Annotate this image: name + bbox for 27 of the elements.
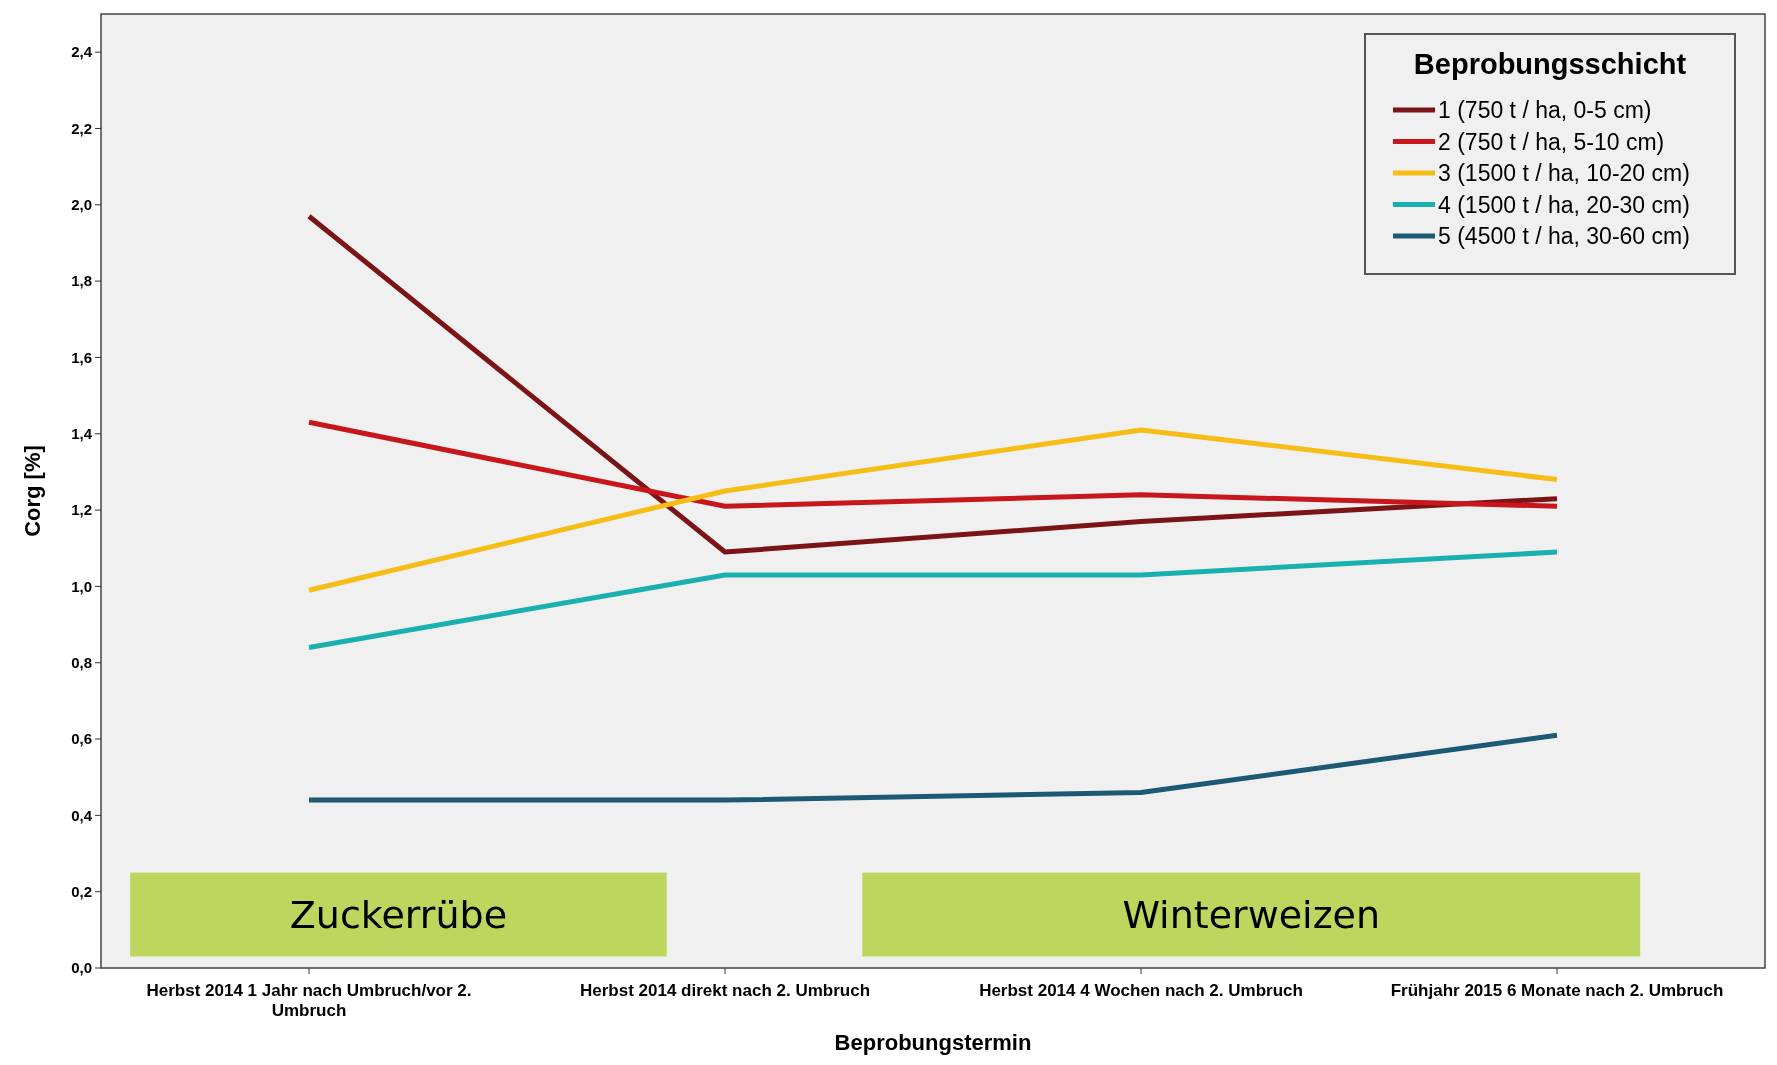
legend-title: Beprobungsschicht (1413, 48, 1687, 80)
y-tick-label: 0,0 (71, 959, 92, 977)
y-tick-label: 0,6 (71, 730, 92, 748)
legend-label: 5 (4500 t / ha, 30-60 cm) (1438, 223, 1690, 250)
x-tick-label: Frühjahr 2015 6 Monate nach 2. Umbruch (1390, 981, 1724, 1000)
annotation: Winterweizen (1122, 892, 1381, 937)
y-tick-label: 2,2 (71, 119, 92, 137)
legend-label: 4 (1500 t / ha, 20-30 cm) (1438, 191, 1690, 218)
x-axis-title: Beprobungstermin (834, 1030, 1032, 1055)
legend-label: 1 (750 t / ha, 0-5 cm) (1438, 97, 1652, 124)
legend-label: 2 (750 t / ha, 5-10 cm) (1438, 128, 1665, 155)
y-tick-label: 2,4 (71, 43, 93, 61)
x-tick-label: Herbst 2014 direkt nach 2. Umbruch (579, 981, 871, 1000)
y-tick-label: 1,0 (71, 577, 92, 595)
y-tick-label: 0,2 (71, 882, 92, 900)
y-tick-label: 1,4 (71, 425, 93, 443)
y-tick-label: 1,8 (71, 272, 92, 290)
x-tick-label: Herbst 2014 4 Wochen nach 2. Umbruch (979, 981, 1303, 1000)
annotation: Zuckerrübe (289, 892, 508, 937)
y-axis-title: Corg [%] (20, 445, 45, 537)
y-tick-label: 1,2 (71, 501, 92, 519)
x-tick-label: Herbst 2014 1 Jahr nach Umbruch/vor 2. Umbruch (146, 981, 472, 1020)
y-tick-label: 0,8 (71, 653, 92, 671)
y-tick-label: 0,4 (71, 806, 93, 824)
legend-label: 3 (1500 t / ha, 10-20 cm) (1438, 160, 1690, 187)
y-tick-label: 1,6 (71, 348, 92, 366)
y-tick-label: 2,0 (71, 196, 92, 214)
